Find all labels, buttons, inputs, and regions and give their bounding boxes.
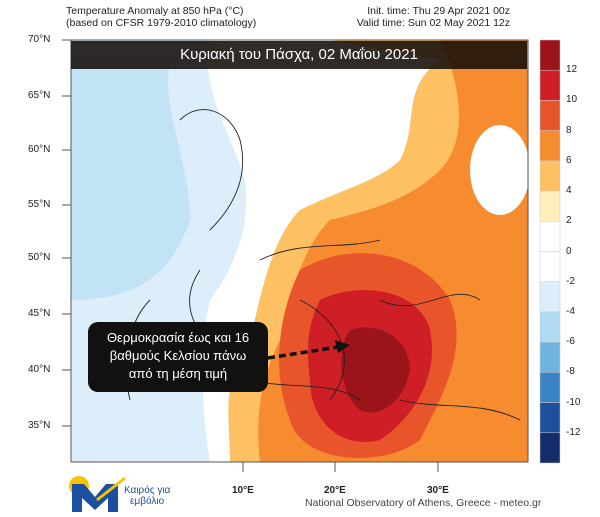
logo: [69, 476, 126, 512]
colorbar-bin: [539, 160, 561, 192]
colorbar-bin: [539, 432, 561, 464]
neutral-pocket: [470, 125, 528, 215]
map-title: Temperature Anomaly at 850 hPa (°C) (bas…: [66, 5, 256, 29]
colorbar-label: -6: [566, 336, 575, 348]
colorbar-bin: [539, 341, 561, 373]
logo-text-line: εμβόλιο: [130, 496, 165, 507]
colorbar-label: 6: [566, 154, 572, 166]
lat-label: 45°N: [28, 308, 51, 319]
lat-label: 65°N: [28, 90, 51, 101]
colorbar-label: 10: [566, 94, 578, 106]
callout-arrow-line: [267, 345, 339, 360]
colorbar-bin: [539, 39, 561, 71]
callout-arrow-head: [335, 340, 350, 353]
colorbar-bin: [539, 281, 561, 313]
colorbar-bin: [539, 402, 561, 434]
cold-anomaly-core: [71, 60, 190, 300]
colorbar-bin: [539, 100, 561, 131]
lat-label: 50°N: [28, 252, 51, 263]
callout-line: βαθμούς Κελσίου πάνω: [109, 348, 247, 363]
colorbar-label: 0: [566, 245, 572, 257]
colorbar-bin: [539, 372, 561, 403]
colorbar: [539, 39, 561, 464]
warm-anomaly-max: [341, 327, 410, 413]
colorbar-bin: [539, 69, 561, 101]
lat-label: 35°N: [28, 420, 51, 431]
colorbar-label: 4: [566, 185, 572, 197]
colorbar-bin: [539, 130, 561, 162]
colorbar-bin: [539, 311, 561, 343]
map-frame: [70, 39, 529, 463]
colorbar-label: 8: [566, 124, 572, 136]
logo-text: Καιρός για εμβόλιο: [124, 485, 170, 507]
lat-label: 70°N: [28, 34, 51, 45]
colorbar-label: -8: [566, 366, 575, 378]
colorbar-label: -4: [566, 305, 575, 317]
init-time: Init. time: Thu 29 Apr 2021 00z: [367, 5, 510, 17]
colorbar-bin: [539, 221, 561, 252]
lon-label: 20°E: [324, 485, 346, 496]
logo-text-line: Καιρός για: [124, 485, 171, 496]
colorbar-bin: [539, 251, 561, 282]
date-banner: Κυριακή του Πάσχα, 02 Μαΐου 2021: [71, 41, 527, 69]
colorbar-label: -2: [566, 275, 575, 287]
lon-label: 10°E: [232, 485, 254, 496]
callout-line: από τη μέση τιμή: [128, 366, 228, 381]
time-info: Init. time: Thu 29 Apr 2021 00z Valid ti…: [357, 5, 510, 29]
colorbar-label: -12: [566, 426, 581, 438]
callout-line: Θερμοκρασία έως και 16: [106, 330, 250, 345]
title-line: Temperature Anomaly at 850 hPa (°C): [66, 5, 244, 17]
colorbar-label: 2: [566, 215, 572, 227]
colorbar-label: -10: [566, 396, 581, 408]
lon-label: 30°E: [427, 485, 449, 496]
valid-time: Valid time: Sun 02 May 2021 12z: [356, 17, 510, 29]
lat-label: 40°N: [28, 364, 51, 375]
lat-label: 60°N: [28, 144, 51, 155]
axis-ticks: [62, 39, 439, 472]
credit-text: National Observatory of Athens, Greece -…: [305, 497, 542, 509]
colorbar-label: 12: [566, 64, 578, 76]
lat-label: 55°N: [28, 199, 51, 210]
annotation-callout: Θερμοκρασία έως και 16 βαθμούς Κελσίου π…: [88, 322, 268, 392]
colorbar-bin: [539, 190, 561, 222]
title-line: (based on CFSR 1979-2010 climatology): [66, 17, 257, 29]
